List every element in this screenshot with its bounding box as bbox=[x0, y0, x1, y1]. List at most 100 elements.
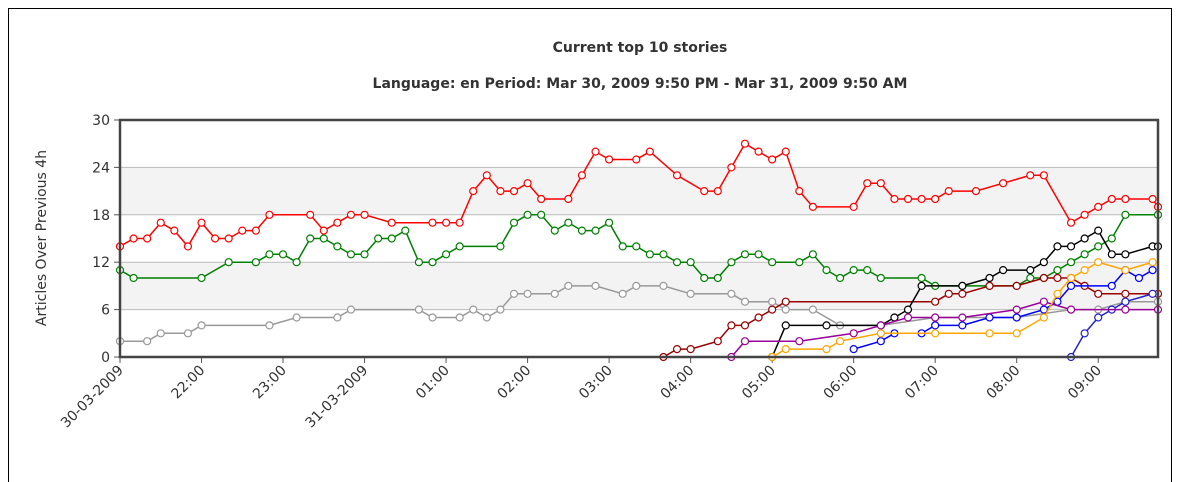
data-point bbox=[1012, 281, 1021, 290]
data-point bbox=[509, 187, 519, 196]
data-point bbox=[1039, 297, 1048, 306]
data-point bbox=[183, 242, 193, 251]
x-tick-label: 30-03-2009 bbox=[58, 363, 127, 432]
data-point bbox=[1053, 289, 1062, 298]
data-point bbox=[1121, 297, 1130, 306]
data-point bbox=[523, 289, 532, 298]
data-point bbox=[768, 155, 777, 164]
data-point bbox=[333, 313, 342, 322]
data-point bbox=[550, 289, 559, 298]
data-point bbox=[1094, 202, 1103, 211]
data-point bbox=[455, 313, 464, 322]
data-point bbox=[985, 313, 994, 322]
data-point bbox=[1080, 329, 1089, 338]
data-point bbox=[1148, 289, 1157, 298]
data-point bbox=[1039, 273, 1048, 283]
data-point bbox=[1148, 194, 1157, 204]
data-point bbox=[482, 171, 491, 180]
data-point bbox=[835, 273, 845, 283]
data-point bbox=[1026, 266, 1035, 275]
data-point bbox=[740, 139, 750, 148]
y-axis-label: Articles Over Previous 4h bbox=[34, 150, 50, 326]
data-point bbox=[414, 305, 424, 314]
data-point bbox=[455, 242, 464, 251]
data-point bbox=[387, 234, 396, 243]
data-point bbox=[156, 218, 165, 227]
data-point bbox=[1107, 234, 1116, 243]
data-point bbox=[564, 218, 573, 227]
data-point bbox=[523, 210, 532, 219]
x-tick-label: 08:00 bbox=[984, 363, 1024, 403]
data-point bbox=[1053, 273, 1062, 283]
grid-band bbox=[120, 167, 1158, 215]
x-tick-label: 06:00 bbox=[821, 363, 861, 403]
data-point bbox=[727, 258, 736, 267]
data-point bbox=[605, 155, 614, 164]
data-point bbox=[319, 226, 328, 235]
data-point bbox=[537, 210, 546, 219]
data-point bbox=[197, 321, 206, 330]
data-point bbox=[1094, 313, 1103, 322]
data-point bbox=[985, 281, 994, 290]
plot-border bbox=[118, 118, 1160, 359]
data-point bbox=[944, 187, 953, 196]
data-point bbox=[740, 297, 750, 306]
data-point bbox=[835, 337, 845, 346]
data-point bbox=[754, 147, 763, 156]
data-point bbox=[890, 313, 899, 322]
data-point bbox=[1066, 258, 1076, 267]
data-point bbox=[1121, 210, 1130, 219]
data-point bbox=[455, 218, 464, 227]
data-point bbox=[129, 234, 138, 243]
y-tick-label: 6 bbox=[101, 303, 110, 319]
data-point bbox=[1080, 266, 1089, 275]
data-point bbox=[1012, 305, 1021, 314]
data-point bbox=[170, 226, 179, 235]
data-point bbox=[428, 258, 437, 267]
data-point bbox=[795, 187, 804, 196]
data-point bbox=[849, 202, 858, 211]
data-point bbox=[265, 321, 274, 330]
data-point bbox=[999, 266, 1008, 275]
data-point bbox=[876, 179, 885, 188]
data-point bbox=[740, 337, 750, 346]
data-point bbox=[360, 210, 369, 219]
x-tick-label: 23:00 bbox=[250, 363, 290, 403]
data-point bbox=[537, 194, 546, 204]
data-point bbox=[1121, 266, 1130, 275]
data-point bbox=[863, 179, 872, 188]
data-point bbox=[795, 258, 804, 267]
x-tick-label: 03:00 bbox=[576, 363, 616, 403]
data-point bbox=[1107, 194, 1116, 204]
data-point bbox=[686, 345, 695, 354]
data-point bbox=[496, 242, 505, 251]
data-point bbox=[1039, 258, 1048, 267]
data-point bbox=[727, 321, 736, 330]
data-point bbox=[808, 305, 818, 314]
data-point bbox=[564, 194, 573, 204]
data-point bbox=[265, 210, 274, 219]
data-point bbox=[278, 250, 288, 259]
x-tick-label: 02:00 bbox=[495, 363, 535, 403]
data-point bbox=[700, 273, 709, 283]
data-point bbox=[713, 337, 722, 346]
data-point bbox=[1053, 266, 1062, 275]
data-point bbox=[1094, 242, 1103, 251]
data-point bbox=[740, 250, 750, 259]
data-point bbox=[591, 281, 600, 290]
data-point bbox=[564, 281, 573, 290]
y-tick-label: 24 bbox=[92, 160, 110, 176]
data-point bbox=[917, 281, 926, 290]
data-point bbox=[183, 329, 193, 338]
data-point bbox=[1148, 258, 1157, 267]
data-point bbox=[903, 313, 913, 322]
data-point bbox=[903, 305, 913, 314]
data-point bbox=[1107, 281, 1116, 290]
data-point bbox=[917, 194, 926, 204]
data-point bbox=[197, 273, 206, 283]
data-point bbox=[1094, 226, 1103, 235]
data-point bbox=[1039, 171, 1048, 180]
data-point bbox=[713, 273, 722, 283]
data-point bbox=[632, 155, 641, 164]
